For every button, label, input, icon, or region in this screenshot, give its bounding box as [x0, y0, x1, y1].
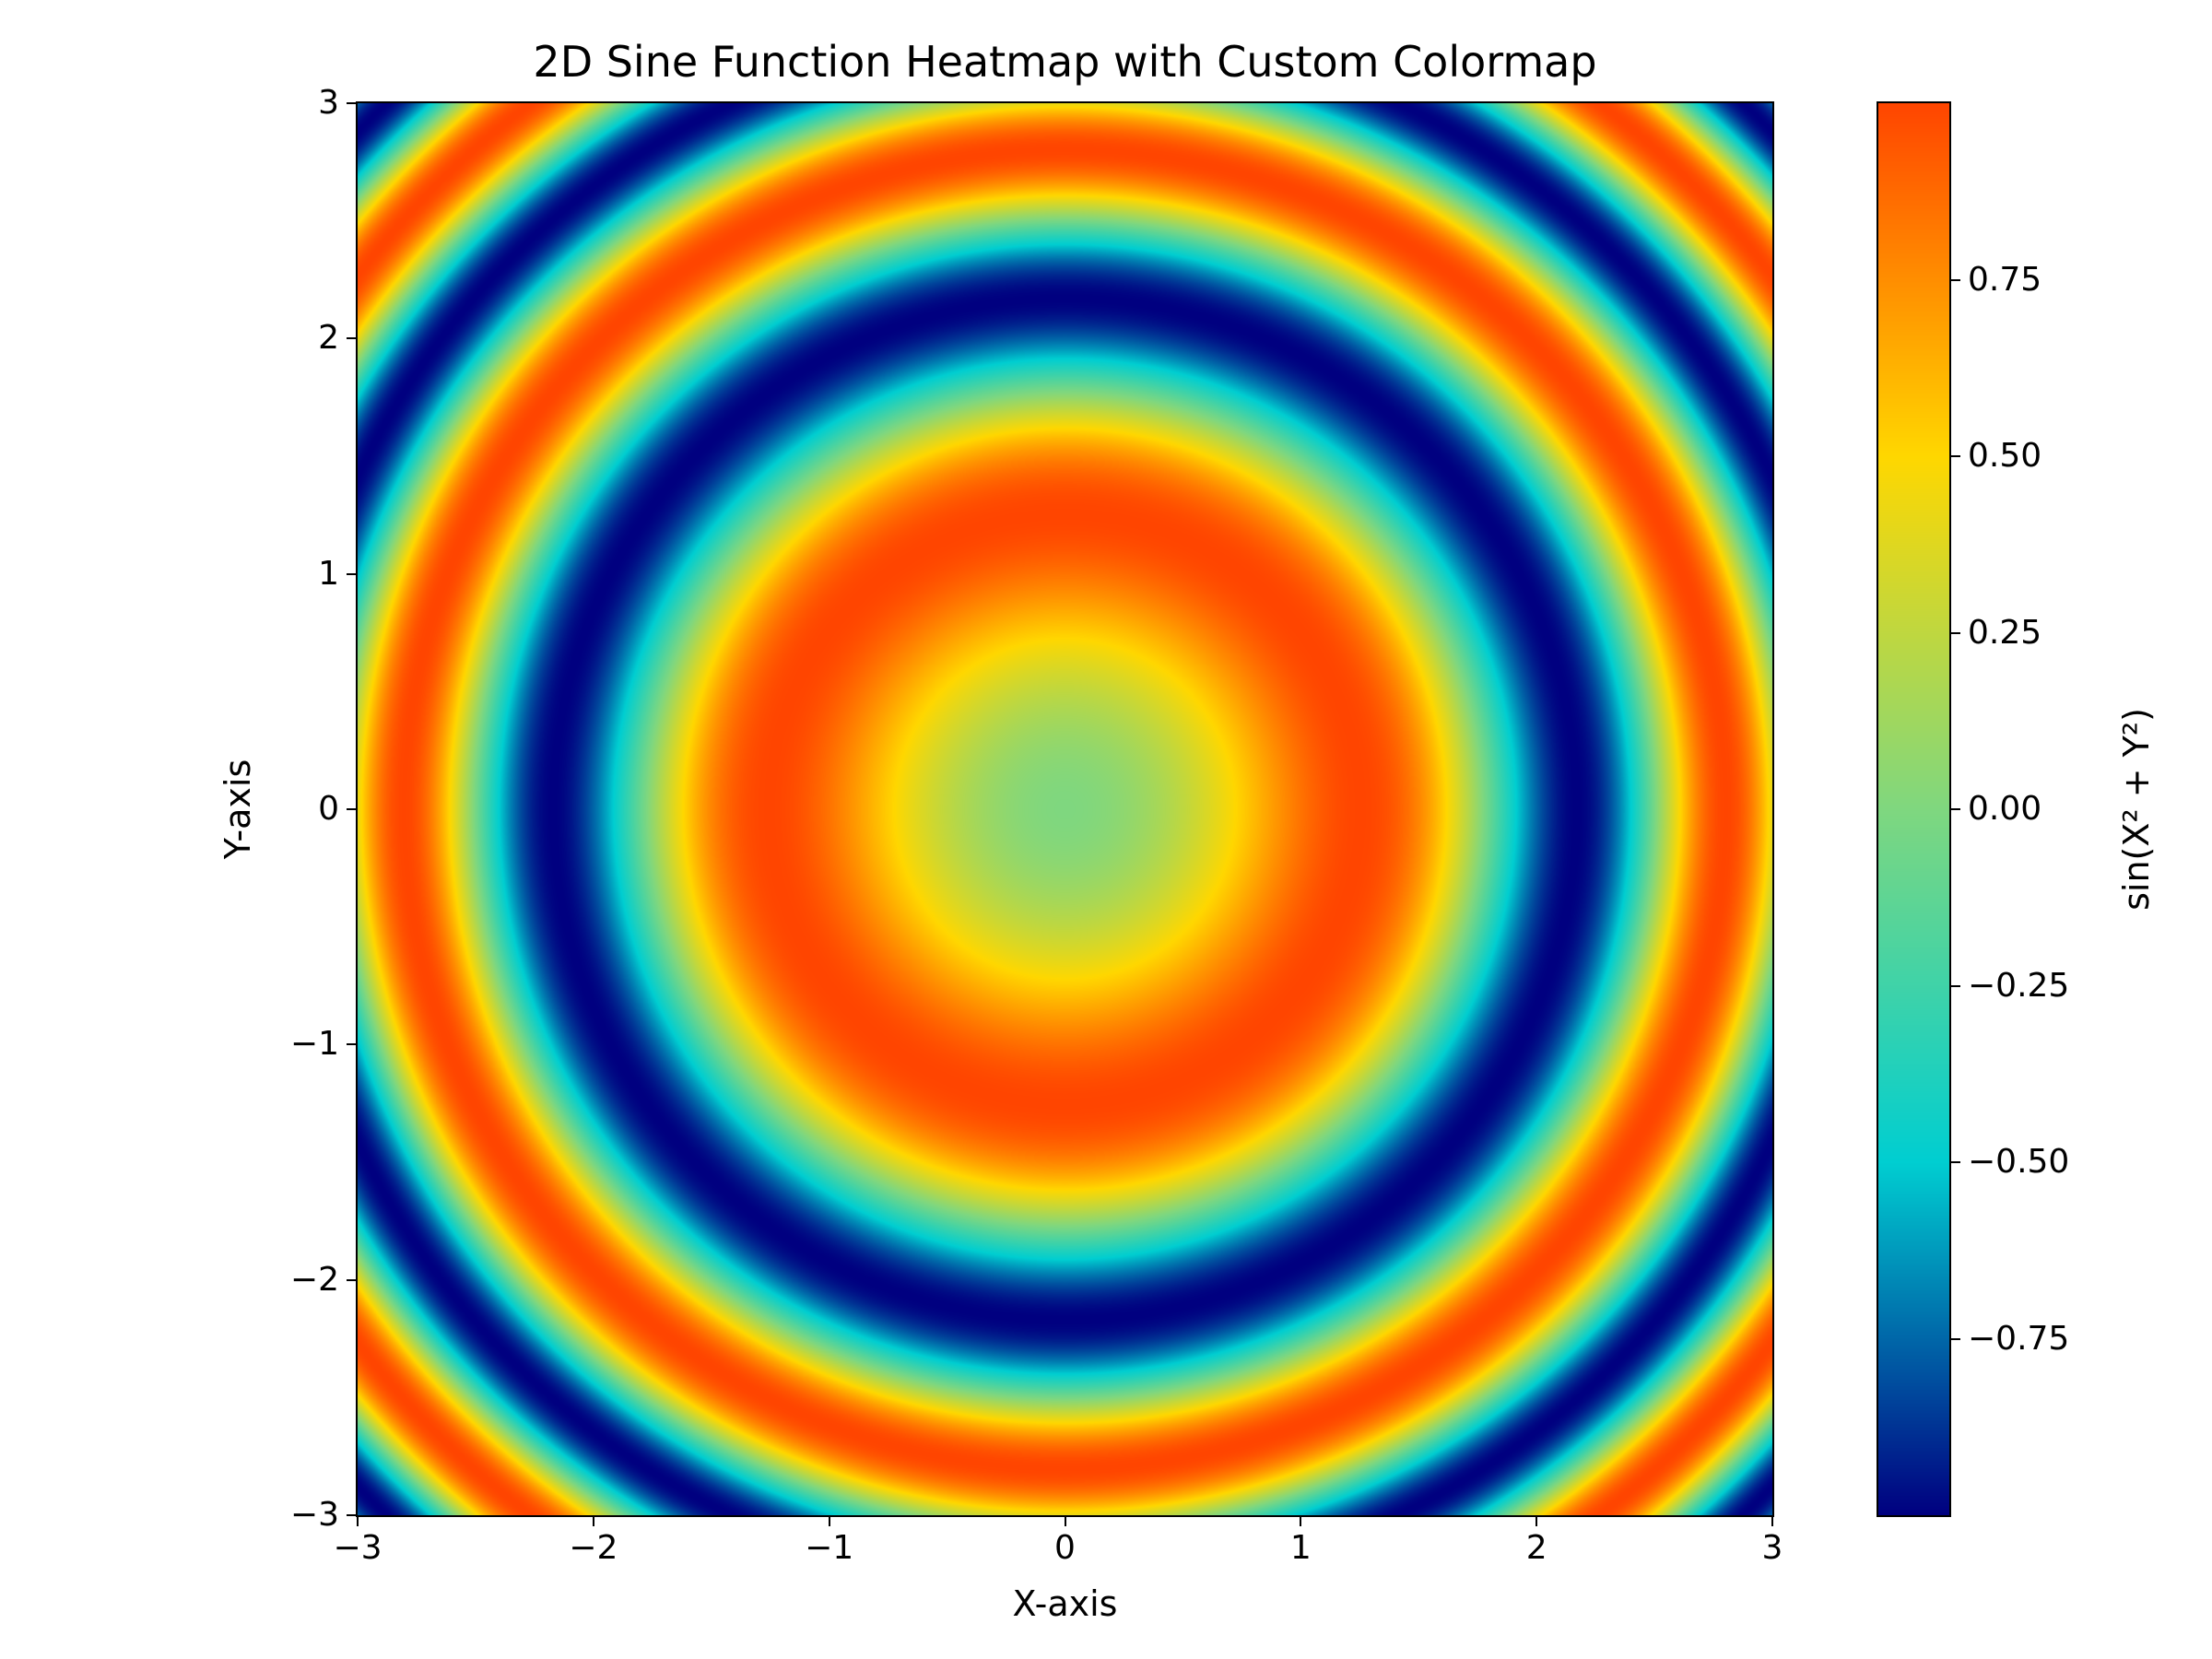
x-tick-mark — [1771, 1515, 1773, 1526]
x-tick-mark — [828, 1515, 830, 1526]
y-tick-mark — [347, 1278, 358, 1281]
x-tick-label: 3 — [1761, 1529, 1783, 1567]
y-tick-label: 1 — [318, 554, 339, 593]
y-tick-mark — [347, 808, 358, 810]
colorbar-tick-label: 0.00 — [1968, 790, 2042, 828]
colorbar-tick-mark — [1949, 1161, 1960, 1163]
colorbar-tick-mark — [1949, 984, 1960, 987]
colorbar-tick-mark — [1949, 631, 1960, 634]
x-tick-label: −1 — [805, 1529, 854, 1567]
colorbar-tick-label: −0.75 — [1968, 1319, 2070, 1358]
colorbar — [1877, 101, 1951, 1517]
heatmap-image — [358, 103, 1772, 1515]
x-tick-label: 1 — [1289, 1529, 1312, 1567]
colorbar-tick-mark — [1949, 278, 1960, 281]
x-tick-mark — [357, 1515, 359, 1526]
x-axis-label: X-axis — [1012, 1583, 1118, 1624]
y-tick-mark — [347, 572, 358, 575]
colorbar-tick-mark — [1949, 455, 1960, 457]
x-tick-mark — [592, 1515, 594, 1526]
colorbar-tick-label: −0.25 — [1968, 966, 2070, 1005]
colorbar-tick-mark — [1949, 808, 1960, 810]
x-tick-label: 2 — [1525, 1529, 1547, 1567]
colorbar-label: sin(X² + Y²) — [2116, 708, 2157, 911]
x-tick-label: 0 — [1054, 1529, 1076, 1567]
x-tick-mark — [1064, 1515, 1066, 1526]
y-tick-label: 2 — [318, 319, 339, 358]
y-tick-label: −2 — [289, 1260, 339, 1299]
colorbar-tick-label: −0.50 — [1968, 1143, 2070, 1181]
y-tick-label: 0 — [318, 790, 339, 828]
colorbar-tick-label: 0.50 — [1968, 437, 2042, 475]
y-tick-label: −1 — [289, 1025, 339, 1064]
colorbar-tick-label: 0.75 — [1968, 260, 2042, 299]
y-tick-label: 3 — [318, 84, 339, 122]
colorbar-tick-label: 0.25 — [1968, 613, 2042, 652]
colorbar-tick-mark — [1949, 1337, 1960, 1340]
colorbar-gradient — [1878, 103, 1949, 1515]
heatmap-plot-area — [356, 101, 1774, 1517]
x-tick-label: −3 — [333, 1529, 382, 1567]
y-tick-mark — [347, 102, 358, 104]
y-tick-mark — [347, 1043, 358, 1046]
y-tick-mark — [347, 1514, 358, 1516]
y-tick-label: −3 — [289, 1496, 339, 1534]
y-axis-label: Y-axis — [218, 759, 258, 860]
x-tick-mark — [1300, 1515, 1302, 1526]
x-tick-label: −2 — [569, 1529, 618, 1567]
x-tick-mark — [1535, 1515, 1538, 1526]
chart-title: 2D Sine Function Heatmap with Custom Col… — [533, 37, 1597, 87]
y-tick-mark — [347, 337, 358, 340]
